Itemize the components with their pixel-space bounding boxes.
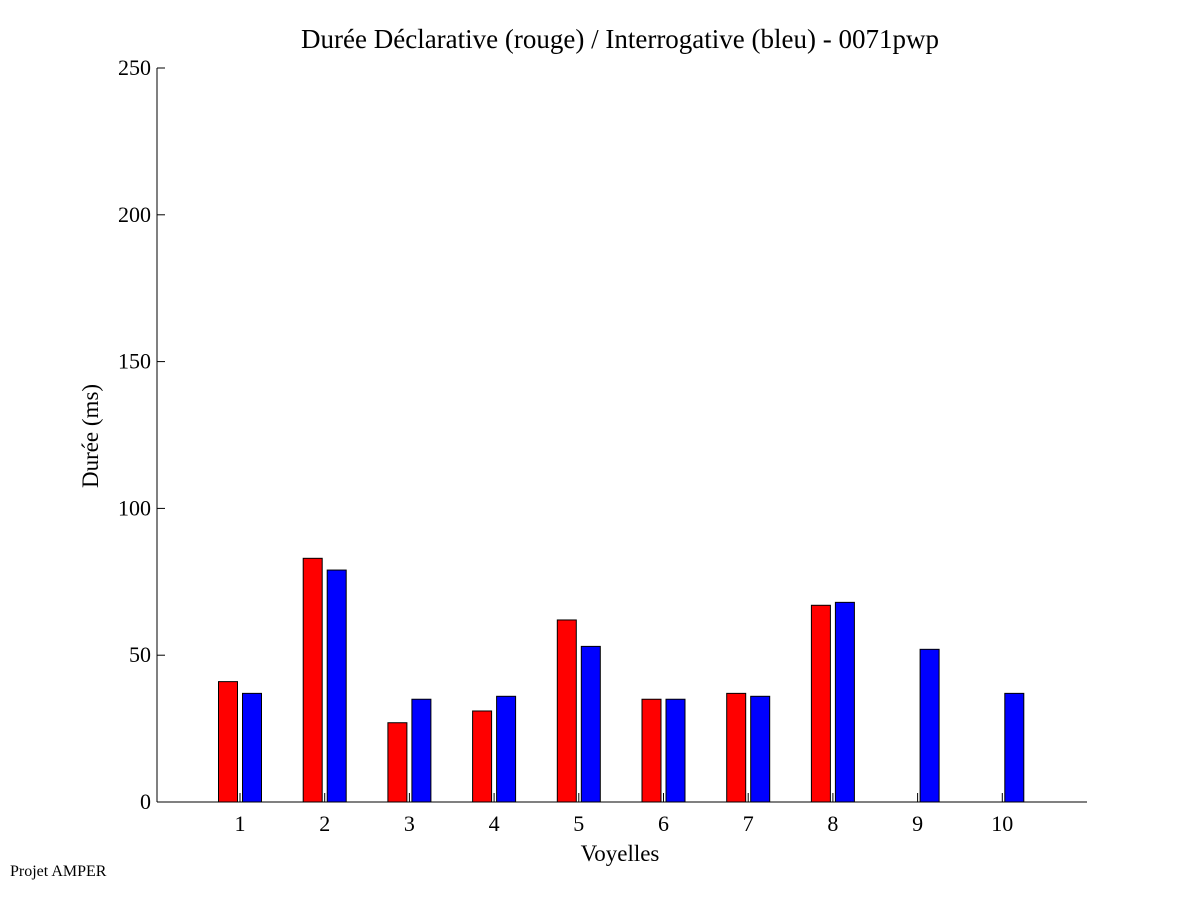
y-tick-label: 150 [118, 349, 151, 374]
bars-group [218, 557, 1025, 803]
bar-series1-cat4 [472, 710, 493, 803]
bar-series2-cat2 [326, 569, 347, 803]
x-tick-label: 3 [404, 811, 415, 836]
x-tick-label: 7 [743, 811, 754, 836]
bar-series1-cat2 [302, 557, 323, 803]
y-tick-label: 200 [118, 202, 151, 227]
y-tick-label: 0 [140, 789, 151, 814]
bar-series2-cat4 [496, 695, 517, 803]
x-axis-label: Voyelles [581, 841, 660, 866]
y-tick-label: 100 [118, 495, 151, 520]
bar-series2-cat1 [242, 692, 262, 803]
y-axis-label: Durée (ms) [78, 384, 103, 488]
bar-series1-cat7 [726, 692, 747, 803]
y-ticks-group: 0 50 100 150 200 250 [118, 55, 165, 814]
bar-series2-cat8 [834, 601, 855, 803]
footer-note: Projet AMPER [10, 863, 107, 880]
bar-series1-cat6 [641, 698, 662, 803]
chart-title: Durée Déclarative (rouge) / Interrogativ… [301, 24, 939, 54]
x-ticks-group: 1 2 3 4 5 6 7 8 9 10 [235, 793, 1013, 836]
bar-series1-cat5 [556, 619, 577, 803]
x-tick-label: 6 [658, 811, 669, 836]
x-tick-label: 10 [991, 811, 1013, 836]
x-tick-label: 5 [573, 811, 584, 836]
bar-series2-cat6 [665, 698, 686, 803]
axes-group [156, 68, 1087, 803]
bar-series2-cat3 [411, 698, 432, 803]
x-tick-label: 2 [319, 811, 330, 836]
bar-series1-cat3 [387, 722, 408, 803]
x-tick-label: 9 [912, 811, 923, 836]
y-tick-label: 250 [118, 55, 151, 80]
bar-series1-cat8 [810, 604, 831, 803]
bar-series1-cat1 [218, 681, 238, 803]
x-tick-label: 4 [489, 811, 500, 836]
x-tick-label: 1 [235, 811, 246, 836]
bar-series2-cat7 [750, 695, 771, 803]
bar-series2-cat9 [919, 648, 940, 803]
bar-series2-cat10 [1004, 692, 1025, 803]
y-tick-label: 50 [129, 642, 151, 667]
x-tick-label: 8 [827, 811, 838, 836]
bar-series2-cat5 [580, 645, 601, 803]
